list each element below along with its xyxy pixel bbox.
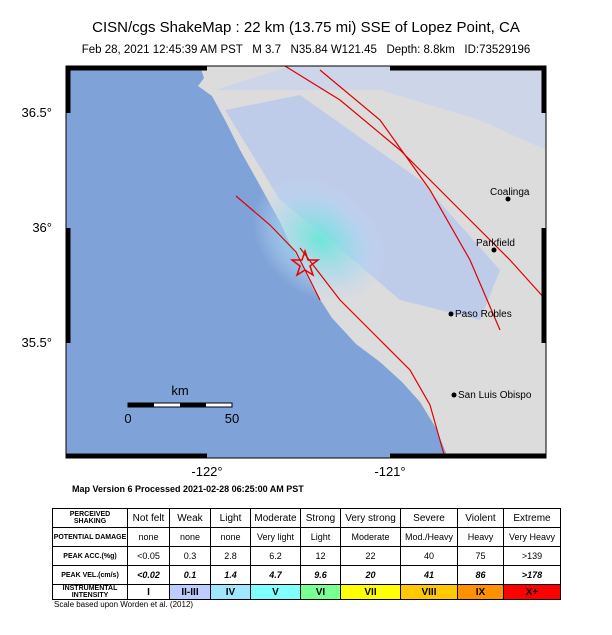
- legend-cell: 12: [300, 546, 341, 566]
- city-dot: [491, 247, 497, 253]
- legend-cell: I: [127, 584, 170, 600]
- legend-cell: none: [169, 527, 211, 547]
- legend-cell: Very light: [250, 527, 301, 547]
- legend-cell: 20: [340, 565, 401, 585]
- legend-row: PERCEIVED SHAKING Not felt Weak Light Modera…: [52, 508, 561, 528]
- legend-cell: VI: [300, 584, 341, 600]
- legend-cell: 6.2: [250, 546, 301, 566]
- legend-cell: Weak: [169, 508, 211, 528]
- legend-row: PEAK ACC.(%g) <0.05 0.3 2.8 6.2 12 22 40 75 >139: [52, 546, 561, 566]
- row-header: PERCEIVED SHAKING: [52, 508, 128, 528]
- lon-label: -122°: [191, 464, 222, 479]
- scale-label: 0: [124, 411, 131, 426]
- subtitle: Feb 28, 2021 12:45:39 AM PST M 3.7 N35.8…: [82, 44, 531, 56]
- legend-cell: IX: [457, 584, 504, 600]
- legend-cell: Moderate: [340, 527, 401, 547]
- legend-cell: Violent: [457, 508, 504, 528]
- row-header: PEAK VEL.(cm/s): [52, 565, 128, 585]
- lat-label: 35.5°: [21, 335, 52, 350]
- legend-cell: >139: [503, 546, 561, 566]
- legend-cell: 0.3: [169, 546, 211, 566]
- scale-label: 50: [225, 411, 239, 426]
- footnote: Scale based upon Worden et al. (2012): [54, 600, 193, 609]
- city-label: Coalinga: [490, 187, 530, 198]
- legend-cell: 40: [400, 546, 458, 566]
- frame-ticks: [65, 65, 547, 459]
- legend-cell: 0.1: [169, 565, 211, 585]
- legend-row: PEAK VEL.(cm/s) <0.02 0.1 1.4 4.7 9.6 20 41 86 >1…: [52, 565, 561, 585]
- processed-note: Map Version 6 Processed 2021-02-28 06:25…: [72, 484, 304, 494]
- cities: Coalinga Parkfield Paso Robles San Luis …: [448, 187, 532, 401]
- legend-cell: Extreme: [503, 508, 561, 528]
- legend-cell: VII: [340, 584, 401, 600]
- city-label: Parkfield: [476, 238, 515, 249]
- legend-cell: <0.02: [127, 565, 170, 585]
- legend-cell: 86: [457, 565, 504, 585]
- city-dot: [505, 196, 511, 202]
- legend-cell: Not felt: [127, 508, 170, 528]
- legend-cell: 75: [457, 546, 504, 566]
- legend-cell: Mod./Heavy: [400, 527, 458, 547]
- shaded-terrain: [215, 66, 546, 150]
- legend-cell: 9.6: [300, 565, 341, 585]
- legend-cell: Strong: [300, 508, 341, 528]
- lon-label: -121°: [374, 464, 405, 479]
- legend-cell: Light: [210, 508, 251, 528]
- faults: [235, 65, 547, 459]
- lat-label: 36.5°: [21, 105, 52, 120]
- city-dot: [451, 392, 457, 398]
- scale-unit: km: [171, 383, 188, 398]
- city-dot: [448, 311, 454, 317]
- intensity-zone: [252, 175, 388, 305]
- legend-cell: none: [210, 527, 251, 547]
- legend-cell: Very Heavy: [503, 527, 561, 547]
- lat-label: 36°: [32, 220, 52, 235]
- row-header: INSTRUMENTAL INTENSITY: [52, 584, 128, 600]
- legend-cell: >178: [503, 565, 561, 585]
- legend-row: POTENTIAL DAMAGE none none none Very light Li…: [52, 527, 561, 547]
- legend-cell: 22: [340, 546, 401, 566]
- legend-cell: Severe: [400, 508, 458, 528]
- scale-bar: [180, 403, 206, 407]
- title: CISN/cgs ShakeMap : 22 km (13.75 mi) SSE…: [92, 19, 520, 36]
- legend-cell: none: [127, 527, 170, 547]
- intensity-legend: PERCEIVED SHAKING Not felt Weak Light Modera…: [52, 508, 561, 600]
- legend-cell: 2.8: [210, 546, 251, 566]
- legend-cell: IV: [210, 584, 251, 600]
- legend-cell: 1.4: [210, 565, 251, 585]
- city-label: Paso Robles: [455, 309, 512, 320]
- scale-bar: [128, 403, 154, 407]
- row-header: PEAK ACC.(%g): [52, 546, 128, 566]
- legend-cell: VIII: [400, 584, 458, 600]
- row-header: POTENTIAL DAMAGE: [52, 527, 128, 547]
- legend-cell: 4.7: [250, 565, 301, 585]
- legend-cell: Light: [300, 527, 341, 547]
- legend-cell: 41: [400, 565, 458, 585]
- legend-cell: <0.05: [127, 546, 170, 566]
- legend-cell: II-III: [169, 584, 211, 600]
- legend-cell: Moderate: [250, 508, 301, 528]
- city-label: San Luis Obispo: [458, 390, 532, 401]
- epicenter: [289, 248, 321, 277]
- legend-row: INSTRUMENTAL INTENSITY I II-III IV V VI VII VII…: [52, 584, 561, 600]
- legend-cell: X+: [503, 584, 561, 600]
- legend-cell: V: [250, 584, 301, 600]
- legend-cell: Very strong: [340, 508, 401, 528]
- legend-cell: Heavy: [457, 527, 504, 547]
